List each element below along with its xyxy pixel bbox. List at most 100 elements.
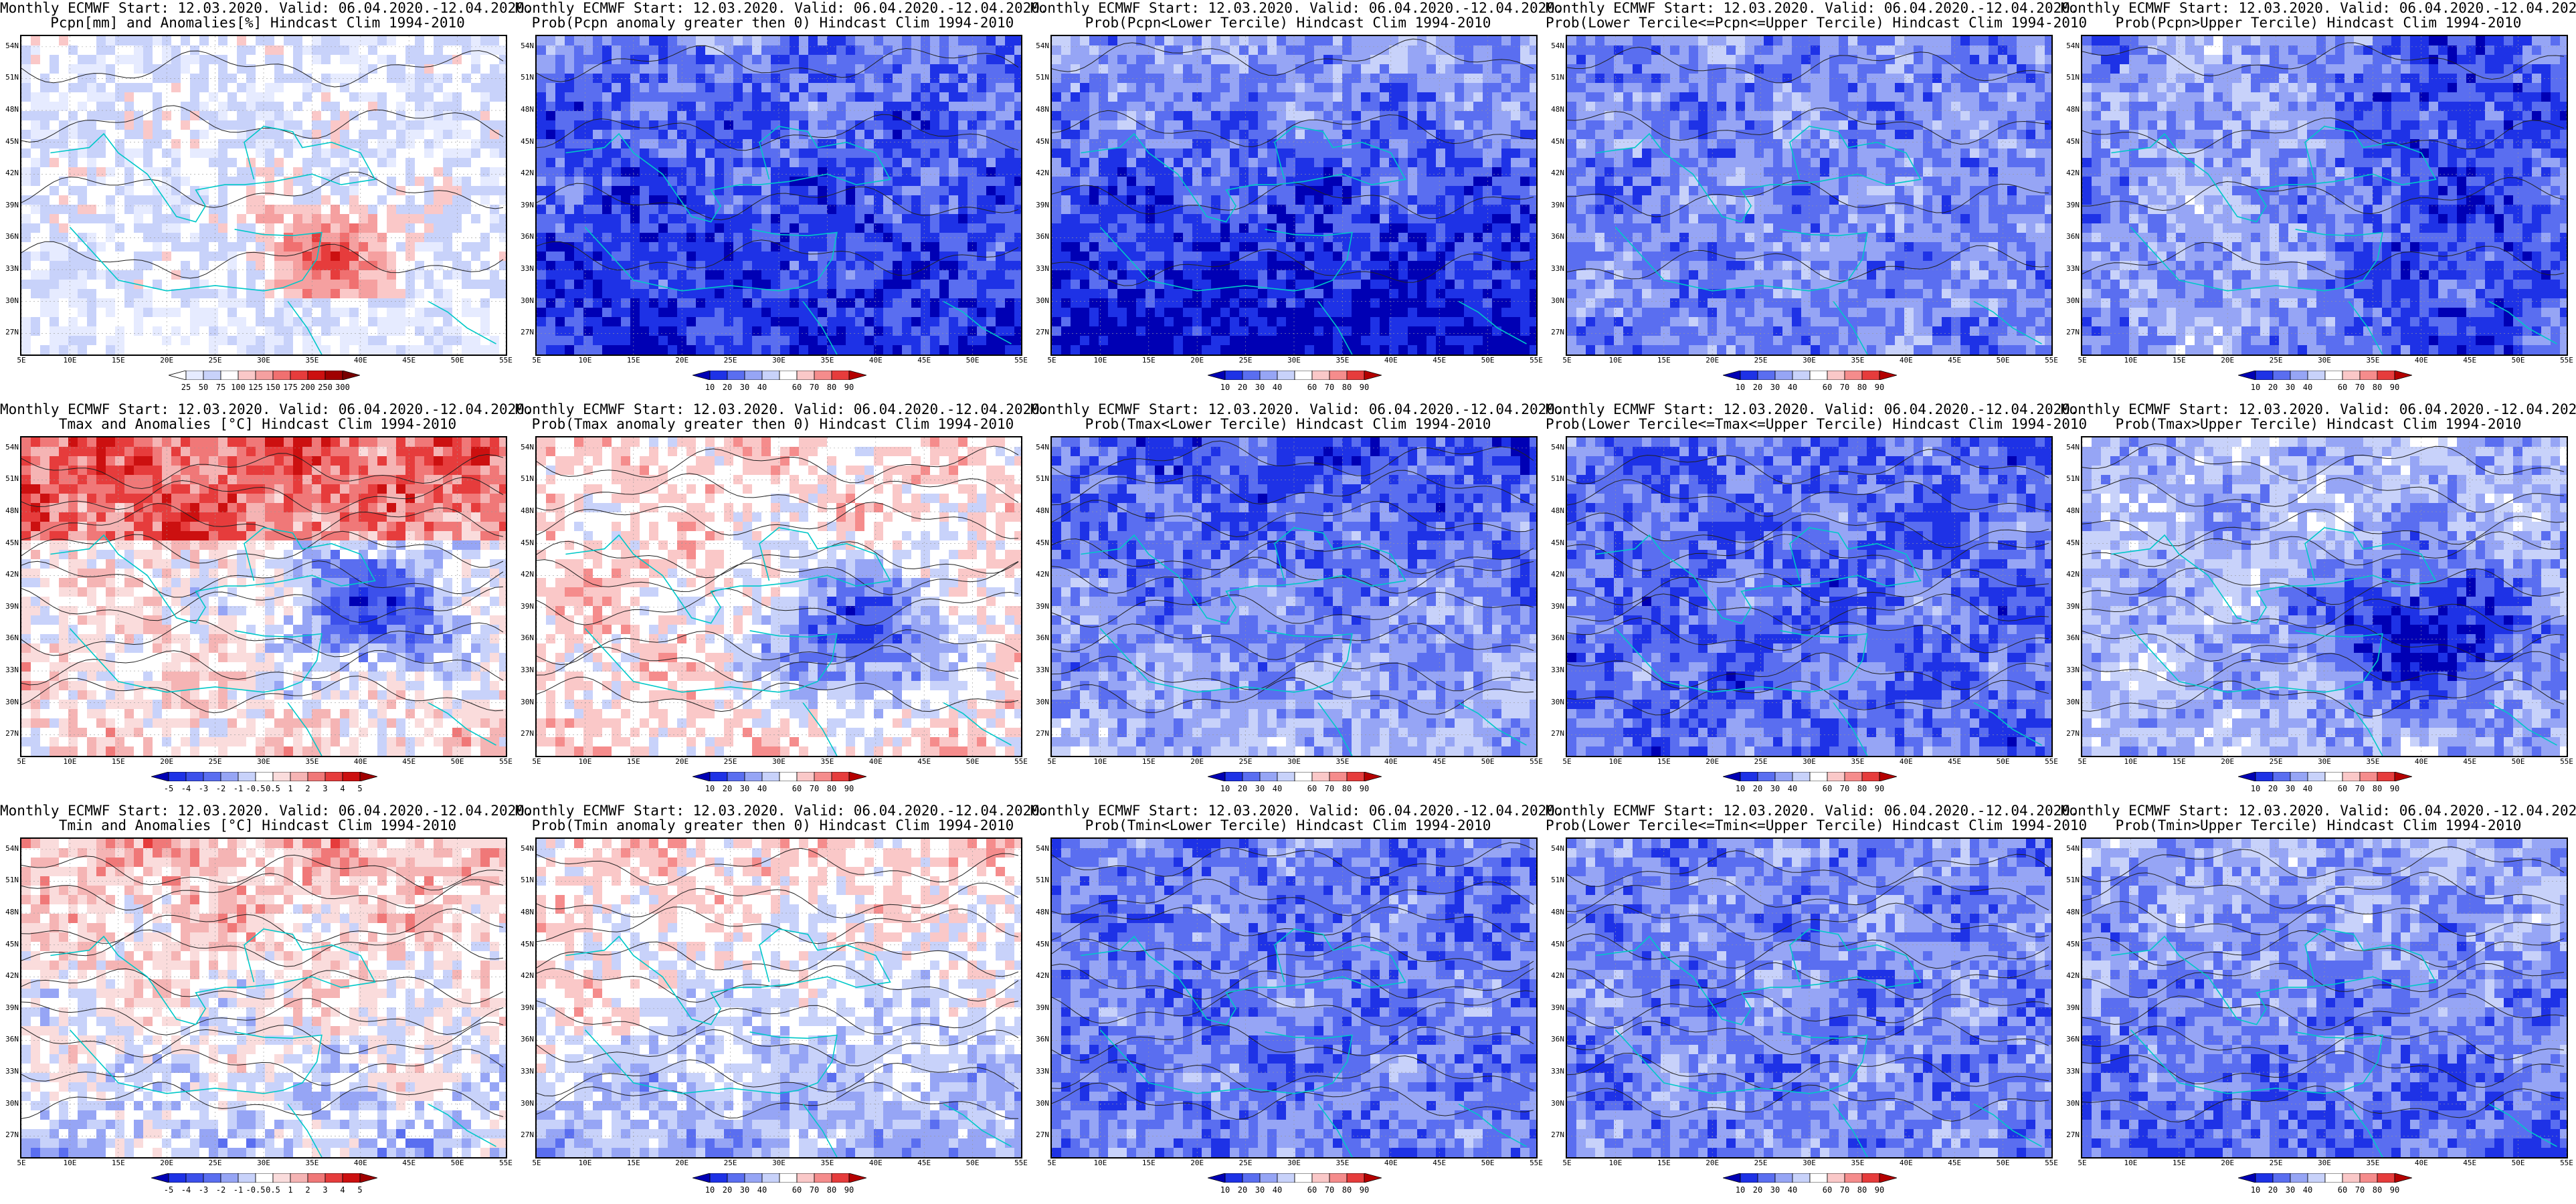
colorbar-label: 80 <box>2373 784 2382 793</box>
lat-label: 30N <box>0 1099 19 1108</box>
colorbar-swatch <box>290 772 308 781</box>
colorbar-swatch <box>1259 371 1278 380</box>
colorbar-swatch <box>1277 371 1295 380</box>
lon-label: 25E <box>209 1159 222 1167</box>
colorbar <box>151 772 377 781</box>
lon-label: 55E <box>499 1159 513 1167</box>
panel-title: Monthly ECMWF Start: 12.03.2020. Valid: … <box>515 804 1048 818</box>
colorbar-label: 100 <box>231 383 246 392</box>
colorbar-swatch <box>1346 371 1365 380</box>
lat-label: 45N <box>1546 538 1564 547</box>
lon-label: 45E <box>402 1159 416 1167</box>
lat-label: 30N <box>1030 1099 1049 1108</box>
lon-label: 40E <box>354 356 367 365</box>
lon-label: 15E <box>1142 1159 1156 1167</box>
lon-label: 30E <box>1803 757 1816 766</box>
colorbar-label: 10 <box>1220 383 1230 392</box>
colorbar-swatch <box>1259 772 1278 781</box>
colorbar-label: 60 <box>2338 784 2347 793</box>
lon-label: 25E <box>1754 757 1768 766</box>
lat-label: 36N <box>2061 232 2080 241</box>
colorbar-label: 10 <box>705 784 715 793</box>
colorbar-swatch <box>2307 371 2326 380</box>
colorbar-label: 125 <box>248 383 263 392</box>
lat-label: 48N <box>1546 908 1564 916</box>
lon-label: 10E <box>2124 1159 2137 1167</box>
colorbar-label: 10 <box>1220 1185 1230 1195</box>
lat-label: 33N <box>1030 1067 1049 1076</box>
lat-label: 36N <box>1546 1035 1564 1043</box>
panel-title: Monthly ECMWF Start: 12.03.2020. Valid: … <box>1030 1 1564 15</box>
colorbar-label: 20 <box>1753 784 1762 793</box>
colorbar-label: 50 <box>199 383 208 392</box>
lon-label: 20E <box>1190 1159 1204 1167</box>
panel-subtitle: Prob(Pcpn>Upper Tercile) Hindcast Clim 1… <box>2061 16 2576 30</box>
shaded-field <box>1052 36 1536 355</box>
contour-lines <box>1052 440 1534 715</box>
colorbar-label: 60 <box>1823 1185 1832 1195</box>
lon-label: 50E <box>966 356 980 365</box>
lon-label: 55E <box>1530 1159 1543 1167</box>
colorbar-swatch <box>1809 1173 1828 1183</box>
colorbar-label: 90 <box>2390 383 2399 392</box>
lon-label: 20E <box>1706 1159 1719 1167</box>
lon-label: 30E <box>772 1159 786 1167</box>
colorbar-swatch <box>1346 772 1365 781</box>
lat-label: 48N <box>1030 908 1049 916</box>
lon-label: 45E <box>1433 757 1446 766</box>
lat-label: 42N <box>515 169 534 177</box>
lat-label: 54N <box>0 41 19 50</box>
lon-label: 15E <box>2173 1159 2186 1167</box>
colorbar-label: 90 <box>1875 383 1884 392</box>
lon-label: 40E <box>2415 356 2428 365</box>
lat-label: 33N <box>2061 666 2080 674</box>
colorbar-swatch <box>272 772 291 781</box>
coastlines <box>1081 527 1527 756</box>
colorbar-swatch <box>1757 1173 1776 1183</box>
map-frame <box>2081 436 2568 757</box>
colorbar-label: 40 <box>757 383 767 392</box>
lon-label: 55E <box>1014 757 1028 766</box>
lon-label: 45E <box>2463 1159 2476 1167</box>
colorbar-swatch <box>779 772 798 781</box>
panel-title: Monthly ECMWF Start: 12.03.2020. Valid: … <box>0 1 533 15</box>
colorbar-swatch <box>238 772 256 781</box>
lon-label: 55E <box>2045 356 2058 365</box>
map-panel: Monthly ECMWF Start: 12.03.2020. Valid: … <box>1546 401 2087 803</box>
colorbar-swatch <box>255 371 274 380</box>
colorbar-swatch <box>1879 1173 1897 1183</box>
colorbar-swatch <box>727 772 745 781</box>
colorbar-label: 90 <box>844 383 854 392</box>
panel-title: Monthly ECMWF Start: 12.03.2020. Valid: … <box>2061 1 2576 15</box>
lat-label: 36N <box>1546 633 1564 642</box>
lat-label: 39N <box>1030 602 1049 611</box>
lat-label: 42N <box>2061 169 2080 177</box>
colorbar-swatch <box>290 1173 308 1183</box>
graticule <box>1567 839 2051 1157</box>
graticule <box>1052 839 1536 1157</box>
lon-label: 25E <box>1239 757 1253 766</box>
coastlines <box>1081 928 1527 1157</box>
lon-label: 5E <box>532 356 541 365</box>
lon-label: 20E <box>675 757 688 766</box>
colorbar-label: 70 <box>810 784 819 793</box>
colorbar-label: 70 <box>1840 1185 1849 1195</box>
lon-label: 20E <box>160 1159 173 1167</box>
lat-label: 42N <box>1546 570 1564 579</box>
colorbar-label: 75 <box>216 383 225 392</box>
colorbar-swatch <box>831 772 850 781</box>
colorbar-swatch <box>1827 371 1845 380</box>
colorbar-swatch <box>220 772 239 781</box>
colorbar <box>169 371 360 380</box>
lon-label: 40E <box>2415 757 2428 766</box>
field-cells <box>1052 839 1536 1157</box>
colorbar-label: 30 <box>1255 784 1265 793</box>
colorbar-swatch <box>709 772 728 781</box>
map-panel: Monthly ECMWF Start: 12.03.2020. Valid: … <box>1030 803 1564 1204</box>
lat-label: 48N <box>0 506 19 515</box>
lat-label: 33N <box>2061 264 2080 273</box>
lat-label: 39N <box>0 1003 19 1012</box>
field-cells <box>21 36 506 355</box>
map-frame <box>2081 837 2568 1159</box>
colorbar-swatch <box>2324 371 2343 380</box>
